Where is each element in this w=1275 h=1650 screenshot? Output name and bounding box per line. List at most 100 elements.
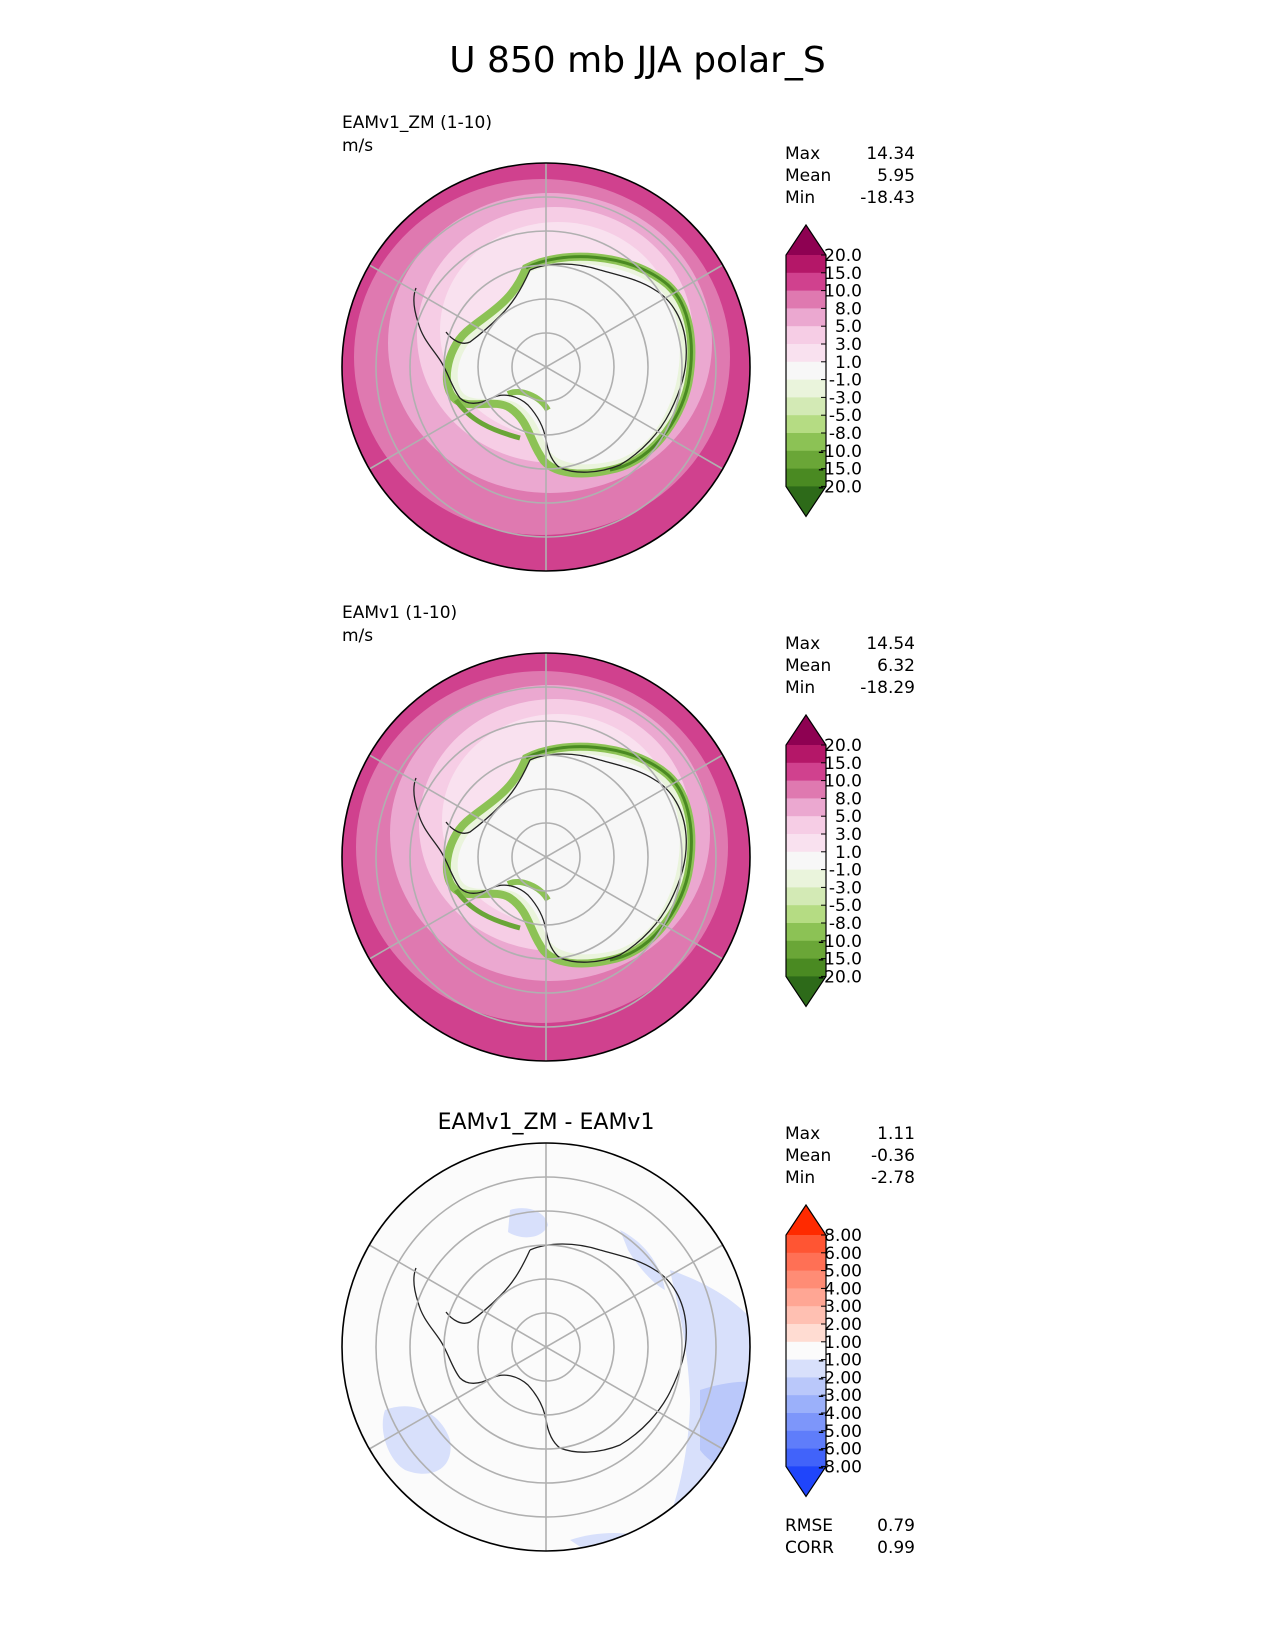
colorbar-segment	[786, 308, 826, 327]
colorbar-segment	[786, 326, 826, 345]
colorbar-segment	[786, 255, 826, 274]
stat-min: Min -2.78	[785, 1168, 915, 1188]
map-frame-3	[341, 1142, 751, 1552]
colorbar-segment	[786, 816, 826, 835]
colorbar-segment	[786, 1270, 826, 1289]
colorbar-2: 20.015.010.08.05.03.01.0-1.0-3.0-5.0-8.0…	[785, 713, 862, 1008]
colorbar-tick-label: -5.0	[829, 406, 862, 426]
colorbar-segment	[786, 1341, 826, 1361]
colorbar-tick-label: -1.0	[829, 371, 862, 391]
colorbar-tick-label: 5.0	[835, 807, 862, 827]
stat-max: Max 1.11	[785, 1124, 915, 1144]
polar-map-3	[341, 1142, 751, 1552]
colorbar-tick-label: -3.0	[829, 388, 862, 408]
colorbar-segment	[786, 780, 826, 799]
antarctic-interior	[457, 754, 680, 955]
colorbar-segment	[786, 468, 826, 487]
colorbar-segment	[786, 834, 826, 853]
colorbar-tick-label: 8.00	[824, 1226, 862, 1246]
colorbar-extend-max	[786, 715, 826, 745]
colorbar-segment	[786, 851, 826, 871]
colorbar-segment	[786, 1395, 826, 1414]
colorbar-tick-label: -20.0	[818, 477, 862, 497]
colorbar-segment	[786, 905, 826, 924]
stat-min: Min -18.29	[785, 678, 915, 698]
colorbar-segment	[786, 1306, 826, 1325]
stat-rmse: RMSE 0.79	[785, 1516, 915, 1536]
stat-corr: CORR 0.99	[785, 1538, 915, 1558]
colorbar-tick-label: 3.0	[835, 825, 862, 845]
colorbar-segment	[786, 745, 826, 764]
colorbar-segment	[786, 1235, 826, 1254]
colorbar-segment	[786, 1324, 826, 1343]
colorbar-tick-label: 20.0	[824, 736, 862, 756]
colorbar-tick-label: 5.00	[824, 1262, 862, 1282]
map-frame-2	[341, 652, 751, 1062]
colorbar-segment	[786, 379, 826, 398]
colorbar-tick-label: -20.0	[818, 967, 862, 987]
panel-1-stats: Max 14.34 Mean 5.95 Min -18.43	[785, 143, 915, 209]
panel-2-dataset: EAMv1 (1-10)	[342, 603, 458, 623]
colorbar-segment	[786, 869, 826, 888]
colorbar-tick-label: -5.00	[818, 1422, 862, 1442]
colorbar-segment	[786, 344, 826, 363]
colorbar-tick-label: -1.00	[818, 1351, 862, 1371]
colorbar-tick-label: -8.00	[818, 1457, 862, 1477]
colorbar-tick-label: 4.00	[824, 1279, 862, 1299]
colorbar-segment	[786, 450, 826, 470]
colorbar-tick-label: 6.00	[824, 1244, 862, 1264]
colorbar-tick-label: -2.00	[818, 1368, 862, 1388]
colorbar-segment	[786, 923, 826, 942]
colorbar-3: 8.006.005.004.003.002.001.00-1.00-2.00-3…	[785, 1203, 862, 1498]
graticule-3	[368, 1143, 724, 1551]
colorbar-tick-label: -5.0	[829, 896, 862, 916]
colorbar-tick-label: 8.0	[835, 299, 862, 319]
colorbar-1: 20.015.010.08.05.03.01.0-1.0-3.0-5.0-8.0…	[785, 223, 862, 518]
colorbar-tick-label: 8.0	[835, 789, 862, 809]
antarctic-interior	[457, 264, 680, 465]
graticule-1	[368, 163, 724, 571]
colorbar-segment	[786, 1377, 826, 1396]
colorbar-tick-label: 3.00	[824, 1297, 862, 1317]
stat-mean: Mean 5.95	[785, 166, 915, 186]
colorbar-tick-label: 1.0	[835, 353, 862, 373]
colorbar-tick-label: -15.0	[818, 950, 862, 970]
colorbar-segment	[786, 1252, 826, 1272]
graticule-2	[368, 653, 724, 1061]
panel-3-error-stats: RMSE 0.79 CORR 0.99	[785, 1515, 915, 1559]
panel-2-stats: Max 14.54 Mean 6.32 Min -18.29	[785, 633, 915, 699]
stat-mean: Mean 6.32	[785, 656, 915, 676]
colorbar-extend-min	[786, 486, 826, 517]
colorbar-segment	[786, 272, 826, 292]
colorbar-extend-max	[786, 1205, 826, 1235]
colorbar-tick-label: 15.0	[824, 264, 862, 284]
colorbar-segment	[786, 415, 826, 434]
panel-2-name: EAMv1 (1-10) m/s	[342, 602, 457, 648]
colorbar-extend-min	[786, 1466, 826, 1497]
colorbar-segment	[786, 433, 826, 452]
colorbar-segment	[786, 940, 826, 960]
colorbar-tick-label: 1.00	[824, 1333, 862, 1353]
stat-min: Min -18.43	[785, 188, 915, 208]
colorbar-tick-label: -3.00	[818, 1386, 862, 1406]
colorbar-tick-label: -10.0	[818, 442, 862, 462]
colorbar-extend-max	[786, 225, 826, 255]
colorbar-tick-label: 15.0	[824, 754, 862, 774]
colorbar-segment	[786, 1430, 826, 1450]
colorbar-tick-label: -8.0	[829, 424, 862, 444]
stat-max: Max 14.34	[785, 144, 915, 164]
colorbar-tick-label: -4.00	[818, 1404, 862, 1424]
colorbar-tick-label: 2.00	[824, 1315, 862, 1335]
colorbar-tick-label: -3.0	[829, 878, 862, 898]
map-frame-1	[341, 162, 751, 572]
panel-3-title: EAMv1_ZM - EAMv1	[437, 1110, 655, 1135]
colorbar-segment	[786, 762, 826, 782]
colorbar-segment	[786, 1359, 826, 1378]
polar-map-1	[341, 162, 751, 572]
colorbar-tick-label: -10.0	[818, 932, 862, 952]
colorbar-segment	[786, 958, 826, 977]
panel-1-units: m/s	[342, 136, 374, 156]
colorbar-tick-label: 1.0	[835, 843, 862, 863]
panel-3-stats: Max 1.11 Mean -0.36 Min -2.78	[785, 1123, 915, 1189]
colorbar-segment	[786, 798, 826, 817]
